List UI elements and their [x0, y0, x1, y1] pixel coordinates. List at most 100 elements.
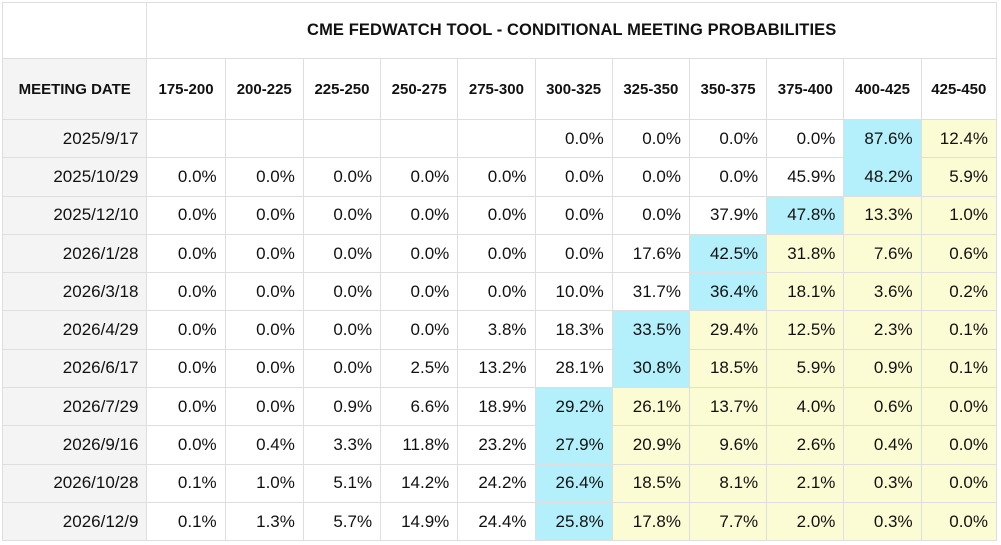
probability-cell: 8.1% [688, 463, 768, 503]
probability-cell: 14.9% [380, 501, 459, 542]
probability-cell: 48.2% [843, 157, 922, 197]
meeting-date-cell: 2025/12/10 [1, 195, 148, 235]
probability-cell: 5.7% [302, 501, 382, 542]
column-header-250-275: 250-275 [380, 58, 459, 120]
probability-cell: 0.0% [457, 195, 536, 235]
probability-cell: 0.0% [457, 157, 536, 197]
probability-cell: 18.1% [766, 272, 845, 312]
meeting-date-cell: 2025/10/29 [1, 157, 148, 197]
probability-cell: 0.4% [843, 425, 922, 465]
probability-cell: 31.8% [766, 233, 845, 274]
meeting-date-cell: 2026/6/17 [1, 348, 148, 389]
probability-cell: 26.4% [534, 463, 613, 503]
column-header-row: MEETING DATE 175-200 200-225 225-250 250-27… [1, 58, 998, 120]
table-row: 2026/4/29 0.0% 0.0% 0.0% 0.0% 3.8% 18.3% 33.5% 2… [1, 310, 998, 350]
probability-cell: 87.6% [843, 118, 922, 159]
probability-cell: 12.5% [766, 310, 845, 350]
probability-cell [146, 118, 226, 159]
title-row: CME FEDWATCH TOOL - CONDITIONAL MEETING … [1, 2, 997, 59]
meeting-date-cell: 2026/3/18 [1, 272, 148, 312]
probability-cell: 0.0% [380, 310, 459, 350]
probability-cell: 2.5% [380, 348, 459, 389]
probability-cell: 0.0% [380, 195, 459, 235]
probability-cell: 24.2% [457, 463, 536, 503]
probability-cell: 10.0% [534, 272, 613, 312]
probability-cell: 18.9% [457, 387, 536, 427]
table-row: 2026/7/29 0.0% 0.0% 0.9% 6.6% 18.9% 29.2% 26.1%… [1, 387, 998, 427]
probability-cell: 9.6% [688, 425, 768, 465]
probability-cell: 0.3% [843, 501, 922, 542]
probability-cell: 0.0% [920, 425, 998, 465]
table-body: 2025/9/17 0.0% 0.0% 0.0% 0.0% 87.6% 12.4% 2025/… [1, 118, 998, 542]
table-row: 2026/6/17 0.0% 0.0% 0.0% 2.5% 13.2% 28.1% 30.8%… [1, 348, 998, 389]
column-header-400-425: 400-425 [843, 58, 922, 120]
probability-cell: 0.0% [380, 233, 459, 274]
column-header-225-250: 225-250 [302, 58, 382, 120]
probability-cell: 36.4% [688, 272, 768, 312]
probability-cell: 23.2% [457, 425, 536, 465]
probability-cell: 1.0% [224, 463, 304, 503]
probability-cell: 0.0% [146, 195, 226, 235]
probability-cell: 0.0% [611, 195, 690, 235]
probability-cell: 0.1% [920, 310, 998, 350]
probability-cell: 3.6% [843, 272, 922, 312]
probability-cell: 5.1% [302, 463, 382, 503]
table-row: 2025/10/29 0.0% 0.0% 0.0% 0.0% 0.0% 0.0% 0.0% 0.… [1, 157, 998, 197]
probability-cell: 1.0% [920, 195, 998, 235]
probability-cell: 0.0% [224, 272, 304, 312]
probability-cell: 1.3% [224, 501, 304, 542]
probability-cell: 0.0% [302, 157, 382, 197]
probability-cell: 17.6% [611, 233, 690, 274]
table-row: 2026/12/9 0.1% 1.3% 5.7% 14.9% 24.4% 25.8% 17.8… [1, 501, 998, 542]
probability-cell: 37.9% [688, 195, 768, 235]
probability-cell: 4.0% [766, 387, 845, 427]
probability-cell: 6.6% [380, 387, 459, 427]
probability-cell: 27.9% [534, 425, 613, 465]
probability-cell: 2.0% [766, 501, 845, 542]
probability-cell: 2.3% [843, 310, 922, 350]
probability-cell: 24.4% [457, 501, 536, 542]
meeting-date-cell: 2025/9/17 [1, 118, 148, 159]
probability-cell: 0.0% [688, 118, 768, 159]
probability-cell: 13.7% [688, 387, 768, 427]
meeting-date-cell: 2026/10/28 [1, 463, 148, 503]
probability-cell: 0.0% [146, 310, 226, 350]
probability-cell: 0.0% [534, 195, 613, 235]
probability-cell: 3.8% [457, 310, 536, 350]
probability-cell: 11.8% [380, 425, 459, 465]
column-header-175-200: 175-200 [146, 58, 226, 120]
probability-cell: 0.9% [302, 387, 382, 427]
probability-cell: 25.8% [534, 501, 613, 542]
probability-cell: 0.0% [766, 118, 845, 159]
table-row: 2026/1/28 0.0% 0.0% 0.0% 0.0% 0.0% 0.0% 17.6% 42… [1, 233, 998, 274]
probability-cell: 31.7% [611, 272, 690, 312]
column-header-325-350: 325-350 [611, 58, 690, 120]
probability-cell: 18.3% [534, 310, 613, 350]
probability-cell: 3.3% [302, 425, 382, 465]
probability-cell: 0.4% [224, 425, 304, 465]
probability-cell: 0.0% [534, 157, 613, 197]
probability-cell: 26.1% [611, 387, 690, 427]
table-title: CME FEDWATCH TOOL - CONDITIONAL MEETING … [146, 2, 997, 59]
probability-cell: 29.4% [688, 310, 768, 350]
column-header-300-325: 300-325 [534, 58, 613, 120]
meeting-date-cell: 2026/12/9 [1, 501, 148, 542]
probability-cell: 0.0% [224, 157, 304, 197]
table-row: 2026/9/16 0.0% 0.4% 3.3% 11.8% 23.2% 27.9% 20.9… [1, 425, 998, 465]
probability-cell: 2.1% [766, 463, 845, 503]
probability-cell [457, 118, 536, 159]
probability-cell: 0.0% [146, 425, 226, 465]
meeting-date-header: MEETING DATE [1, 58, 148, 120]
probability-cell: 7.6% [843, 233, 922, 274]
probability-cell: 0.0% [920, 501, 998, 542]
probability-cell: 33.5% [611, 310, 690, 350]
probability-cell: 0.0% [146, 272, 226, 312]
probability-cell: 5.9% [766, 348, 845, 389]
probability-cell: 47.8% [766, 195, 845, 235]
meeting-date-cell: 2026/4/29 [1, 310, 148, 350]
column-header-425-450: 425-450 [920, 58, 998, 120]
probability-cell: 0.0% [920, 463, 998, 503]
probability-cell: 42.5% [688, 233, 768, 274]
